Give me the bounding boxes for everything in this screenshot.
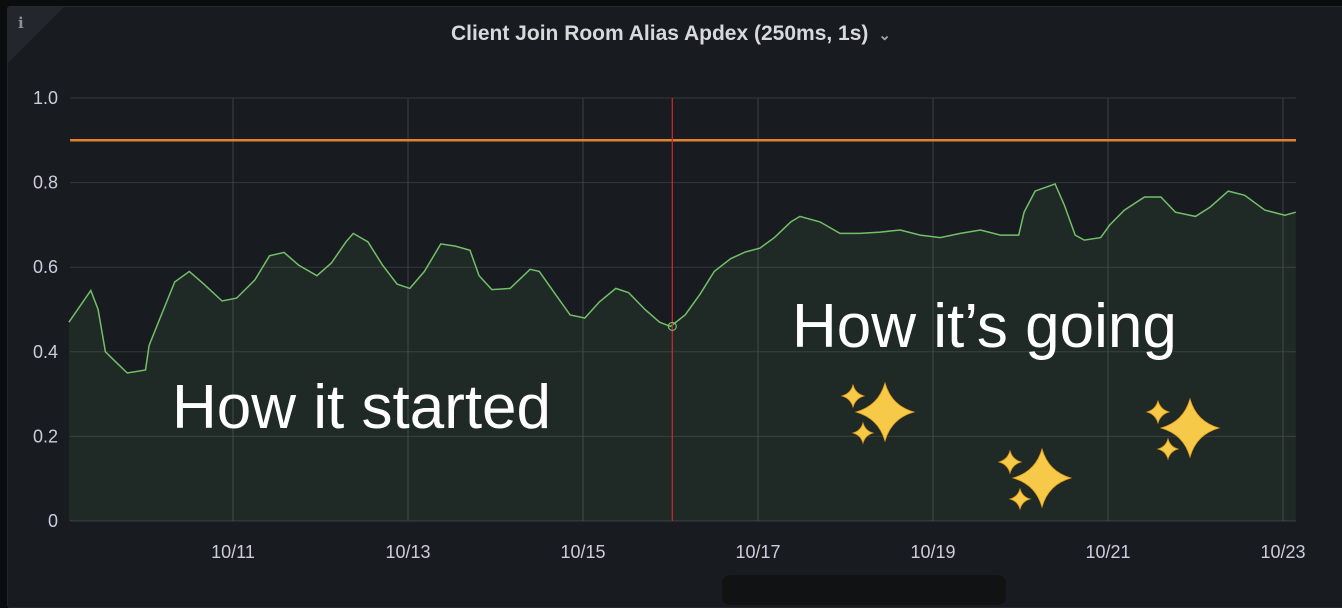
sparkle-star [1008,487,1032,511]
chevron-down-icon[interactable]: ⌄ [878,27,891,44]
marker-point [667,321,677,332]
sparkles-icon [840,381,916,445]
y-tick-label: 0.8 [33,173,58,193]
sparkle-star [851,421,875,445]
x-tick-label: 10/21 [1085,542,1130,562]
panel-title[interactable]: Client Join Room Alias Apdex (250ms, 1s)… [0,22,1342,46]
y-tick-label: 0.4 [33,342,58,362]
sparkles-icon [997,447,1073,511]
x-tick-label: 10/15 [560,542,605,562]
sparkle-star [997,449,1023,475]
sparkle-star [1145,399,1171,425]
y-tick-label: 0.2 [33,426,58,446]
sparkle-star [1156,437,1180,461]
series-line [68,182,1296,374]
graph-panel [7,6,1342,608]
panel-info-corner[interactable] [8,7,64,63]
sparkle-star [1159,397,1221,459]
y-tick-label: 0.6 [33,257,58,277]
annotation-how-it-started: How it started [172,373,551,442]
x-tick-label: 10/13 [385,542,430,562]
x-tick-label: 10/23 [1260,542,1305,562]
x-tick-label: 10/17 [735,542,780,562]
sparkle-star [840,383,866,409]
x-tick-label: 10/19 [910,542,955,562]
y-tick-label: 1.0 [33,88,58,108]
sparkle-star [854,381,916,443]
bottom-bar [722,575,1006,605]
y-tick-label: 0 [48,511,58,531]
series-area-fill [68,183,1296,521]
annotation-how-its-going: How it’s going [792,292,1177,361]
sparkles-icon [1145,397,1221,461]
info-icon[interactable]: i [18,14,24,32]
panel-title-text[interactable]: Client Join Room Alias Apdex (250ms, 1s) [451,22,869,45]
sparkle-star [1011,447,1073,509]
apdex-chart: 0 0.2 0.4 0.6 0.8 1.0 10/11 10/13 10/15 10/17 10/… [33,88,1306,562]
x-tick-label: 10/11 [211,542,255,562]
